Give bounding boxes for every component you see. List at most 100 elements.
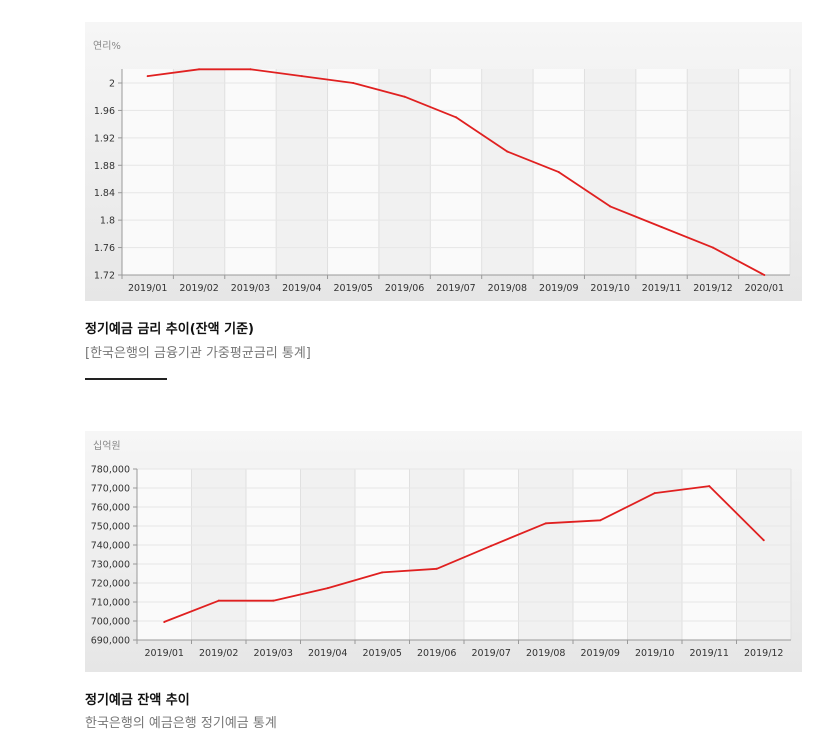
rate-chart-panel: 2 1.96 1.92 1.88 1.84 1.8 1.76 1.72 2019/01 2019/… [85, 22, 802, 301]
x-tick-label: 2019/08 [488, 283, 527, 294]
y-tick-label: 1.84 [94, 188, 115, 199]
data-point[interactable] [455, 116, 457, 119]
data-point[interactable] [146, 75, 149, 78]
data-point[interactable] [217, 599, 220, 602]
plot-band [573, 469, 628, 640]
x-tick-label: 2019/03 [254, 648, 293, 659]
x-tick-label: 2019/05 [363, 648, 402, 659]
y-tick-label: 1.8 [100, 216, 115, 227]
plot-band [327, 69, 379, 275]
x-tick-label: 2019/05 [333, 283, 372, 294]
y-tick-label: 780,000 [91, 465, 130, 476]
balance-chart-subtitle: 한국은행의 예금은행 정기예금 통계 [85, 716, 277, 731]
data-point[interactable] [381, 571, 384, 574]
y-tick-label: 750,000 [91, 522, 130, 533]
plot-band [627, 469, 682, 640]
series-line [163, 485, 765, 623]
plot-band [464, 469, 519, 640]
plot-band [409, 469, 464, 640]
y-tick-label: 710,000 [91, 598, 130, 609]
y-tick-label: 2 [109, 79, 115, 90]
data-point[interactable] [403, 95, 406, 98]
data-point[interactable] [326, 587, 329, 590]
y-tick-label: 740,000 [91, 541, 130, 552]
balance-chart-panel: 780,000 770,000 760,000 750,000 740,000 730,0… [85, 431, 802, 672]
data-point[interactable] [435, 567, 438, 570]
plot-band [276, 69, 328, 275]
x-tick-label: 2019/10 [590, 283, 629, 294]
plot-band [584, 69, 636, 275]
x-tick-label: 2019/11 [642, 283, 681, 294]
balance-chart-title: 정기예금 잔액 추이 [85, 693, 190, 708]
plot-band [173, 69, 225, 275]
data-point[interactable] [609, 205, 612, 208]
x-tick-label: 2019/07 [472, 648, 511, 659]
plot-band [736, 469, 791, 640]
x-tick-label: 2019/09 [581, 648, 620, 659]
plot-band [355, 469, 410, 640]
data-point[interactable] [490, 544, 493, 547]
plot-band [682, 469, 737, 640]
y-tick-label: 760,000 [91, 503, 130, 514]
x-tick-label: 2019/03 [231, 283, 270, 294]
y-tick-label: 1.96 [94, 106, 115, 117]
x-tick-label: 2019/11 [690, 648, 729, 659]
y-tick-label: 1.72 [94, 271, 115, 282]
plot-band [518, 469, 573, 640]
y-tick-label: 730,000 [91, 560, 130, 571]
plot-band [137, 469, 192, 640]
data-point[interactable] [163, 620, 166, 623]
x-tick-label: 2019/02 [179, 283, 218, 294]
plot-band [687, 69, 739, 275]
data-point[interactable] [599, 519, 602, 522]
x-tick-label: 2019/02 [199, 648, 238, 659]
data-point[interactable] [557, 171, 560, 174]
plot-band [635, 69, 688, 275]
x-tick-label: 2019/12 [744, 648, 783, 659]
x-tick-label: 2019/10 [635, 648, 674, 659]
y-tick-label: 690,000 [91, 636, 130, 647]
plot-band [430, 69, 482, 275]
x-tick-label: 2019/01 [128, 283, 167, 294]
data-point[interactable] [660, 226, 663, 228]
x-tick-label: 2019/04 [282, 283, 321, 294]
plot-band [481, 69, 534, 275]
rate-chart: 2 1.96 1.92 1.88 1.84 1.8 1.76 1.72 2019/01 2019/… [85, 22, 802, 301]
data-point[interactable] [198, 68, 201, 71]
data-point[interactable] [763, 274, 766, 276]
data-point[interactable] [544, 522, 547, 525]
y-tick-label: 1.76 [94, 243, 115, 254]
section-divider [85, 378, 167, 380]
data-point[interactable] [249, 68, 252, 71]
y-tick-label: 1.88 [94, 161, 115, 172]
rate-chart-subtitle: [한국은행의 금융기관 가중평균금리 통계] [85, 346, 311, 361]
data-point[interactable] [352, 82, 355, 84]
plot-band [738, 69, 790, 275]
data-point[interactable] [762, 539, 765, 542]
x-tick-label: 2019/12 [693, 283, 732, 294]
x-tick-label: 2019/08 [526, 648, 565, 659]
x-tick-label: 2019/01 [145, 648, 184, 659]
data-point[interactable] [300, 75, 303, 78]
x-tick-label: 2020/01 [745, 283, 784, 294]
x-tick-label: 2019/07 [436, 283, 475, 294]
plot-band [378, 69, 431, 275]
y-tick-label: 700,000 [91, 617, 130, 628]
y-tick-label: 1.92 [94, 133, 115, 144]
data-point[interactable] [708, 485, 711, 488]
data-point[interactable] [506, 150, 509, 153]
x-tick-label: 2019/09 [539, 283, 578, 294]
rate-chart-title: 정기예금 금리 추이(잔액 기준) [85, 322, 254, 337]
y-axis-unit-label: 연리% [93, 40, 121, 52]
data-point[interactable] [272, 599, 275, 602]
plot-band [122, 69, 174, 275]
plot-band [191, 469, 246, 640]
data-point[interactable] [653, 492, 656, 495]
data-point[interactable] [711, 246, 714, 249]
y-axis-unit-label: 십억원 [93, 440, 121, 452]
x-tick-label: 2019/04 [308, 648, 347, 659]
x-tick-label: 2019/06 [385, 283, 424, 294]
plot-band [224, 69, 277, 275]
plot-band [300, 469, 355, 640]
balance-chart: 780,000 770,000 760,000 750,000 740,000 730,0… [85, 431, 802, 672]
